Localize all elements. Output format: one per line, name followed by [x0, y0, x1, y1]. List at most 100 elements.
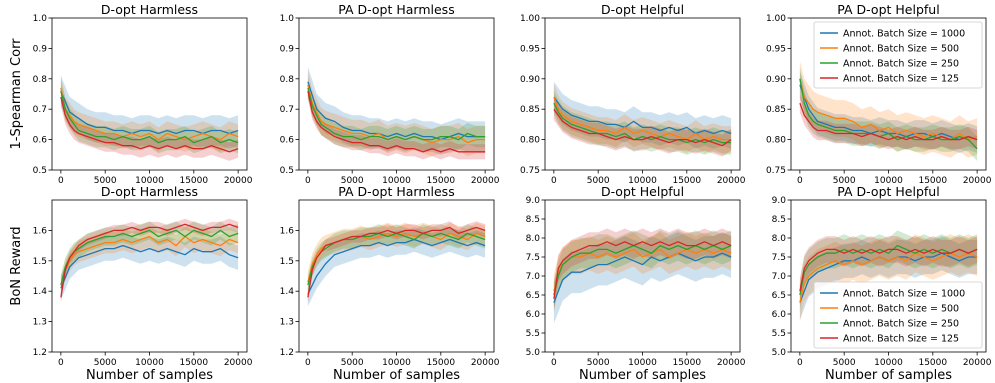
- y-tick-label: 0.90: [766, 75, 786, 85]
- series-band-1: [799, 234, 978, 322]
- series-line-2: [307, 87, 486, 141]
- series-band-0: [799, 71, 978, 153]
- x-tick-label: 0: [551, 176, 557, 186]
- y-tick-label: 0.9: [33, 44, 48, 54]
- panel-title: PA D-opt Harmless: [338, 2, 454, 17]
- series-band-2: [60, 221, 239, 295]
- series-band-1: [60, 75, 239, 152]
- y-tick-label: 6.0: [526, 310, 541, 320]
- panel-0: 0.5 0.6 0.7 0.8 0.9 1.0 0 5000 10000 15000 20000 D-…: [33, 2, 253, 186]
- y-tick-label: 0.85: [766, 105, 786, 115]
- panel-2: 0.75 0.80 0.85 0.90 0.95 1.00 0 5000 10000 15000 2…: [520, 2, 746, 186]
- row-label-bottom: BoN Reward: [9, 226, 24, 305]
- y-tick-label: 1.6: [280, 226, 295, 236]
- legend-box: [813, 281, 983, 349]
- y-tick-label: 1.5: [33, 257, 47, 267]
- series-band-2: [307, 77, 486, 151]
- panels: 0.50.60.70.80.91.00 5000 10000 15000 20000D-…: [33, 2, 992, 383]
- series-band-2: [799, 66, 978, 161]
- series-band-0: [307, 66, 486, 155]
- y-tick-label: 0.5: [33, 166, 47, 176]
- series-band-1: [553, 232, 732, 309]
- y-tick-label: 0.6: [280, 136, 295, 146]
- y-tick-label: 0.7: [280, 105, 294, 115]
- x-tick-label: 15000: [179, 358, 208, 368]
- x-tick-label: 15000: [918, 358, 947, 368]
- series-line-1: [60, 87, 239, 141]
- y-tick-label: 1.2: [33, 348, 47, 358]
- y-tick-label: 1.5: [280, 257, 294, 267]
- series-line-0: [60, 244, 239, 289]
- series-line-3: [307, 226, 486, 298]
- y-tick-label: 0.8: [33, 75, 48, 85]
- series-band-2: [799, 230, 978, 311]
- y-tick-label: 0.8: [280, 75, 295, 85]
- series-band-2: [307, 224, 486, 295]
- series-band-1: [60, 225, 239, 296]
- series-line-0: [307, 81, 486, 141]
- x-tick-label: 15000: [179, 176, 208, 186]
- x-tick-label: 20000: [963, 358, 992, 368]
- series-band-0: [60, 233, 239, 301]
- y-tick-label: 7.5: [772, 253, 786, 263]
- series-line-1: [553, 96, 732, 141]
- panel-title: PA D-opt Helpful: [837, 2, 939, 17]
- x-tick-label: 0: [551, 358, 557, 368]
- x-tick-label: 10000: [874, 176, 903, 186]
- y-tick-label: 0.75: [520, 166, 540, 176]
- x-tick-label: 20000: [717, 358, 746, 368]
- y-tick-label: 8.5: [526, 215, 540, 225]
- series-line-2: [799, 244, 978, 296]
- legend-entry-0: Annot. Batch Size = 1000: [843, 289, 965, 300]
- y-tick-label: 1.3: [280, 318, 294, 328]
- legend-entry-0: Annot. Batch Size = 1000: [843, 29, 965, 40]
- x-tick-label: 10000: [382, 358, 411, 368]
- y-tick-label: 0.80: [766, 136, 786, 146]
- x-axis-label: Number of samples: [86, 368, 213, 383]
- x-tick-label: 20000: [717, 176, 746, 186]
- y-tick-label: 0.95: [520, 44, 540, 54]
- y-tick-label: 0.80: [520, 136, 540, 146]
- x-tick-label: 20000: [963, 176, 992, 186]
- panel-5: 1.2 1.3 1.4 1.5 1.6 0 5000 10000 15000 20000 PA D-…: [280, 184, 500, 383]
- series-band-0: [553, 232, 732, 324]
- x-tick-label: 0: [58, 176, 64, 186]
- x-tick-label: 20000: [471, 176, 500, 186]
- x-axis-label: Number of samples: [333, 368, 460, 383]
- y-tick-label: 6.5: [772, 291, 786, 301]
- series-line-1: [60, 235, 239, 286]
- series-line-3: [60, 96, 239, 153]
- y-tick-label: 0.7: [33, 105, 47, 115]
- series-band-3: [799, 93, 978, 150]
- x-tick-label: 10000: [382, 176, 411, 186]
- series-line-2: [60, 90, 239, 144]
- x-tick-label: 20000: [224, 358, 253, 368]
- legend-entry-1: Annot. Batch Size = 500: [843, 44, 959, 55]
- x-tick-label: 10000: [874, 358, 903, 368]
- x-tick-label: 5000: [587, 176, 610, 186]
- legend-entry-3: Annot. Batch Size = 125: [843, 74, 959, 85]
- y-tick-label: 1.4: [33, 287, 48, 297]
- y-tick-label: 1.0: [280, 14, 295, 24]
- legend-box: [813, 21, 983, 89]
- series-line-3: [799, 248, 978, 292]
- y-tick-label: 0.85: [520, 105, 540, 115]
- x-tick-label: 15000: [672, 176, 701, 186]
- y-tick-label: 1.00: [520, 14, 540, 24]
- x-tick-label: 20000: [471, 358, 500, 368]
- panel-title: D-opt Harmless: [101, 2, 198, 17]
- y-tick-label: 7.5: [526, 253, 540, 263]
- y-tick-label: 7.0: [526, 272, 541, 282]
- y-tick-label: 6.5: [526, 291, 540, 301]
- series-band-0: [553, 81, 732, 149]
- x-tick-label: 0: [797, 176, 803, 186]
- series-band-3: [307, 221, 486, 304]
- panel-4: 1.2 1.3 1.4 1.5 1.6 0 5000 10000 15000 20000 D-opt…: [33, 184, 253, 383]
- y-tick-label: 5.0: [772, 348, 787, 358]
- legend-entry-3: Annot. Batch Size = 125: [843, 334, 959, 345]
- panel-1: 0.5 0.6 0.7 0.8 0.9 1.0 0 5000 10000 15000 20000 PA…: [280, 2, 500, 186]
- series-band-3: [307, 83, 486, 160]
- x-tick-label: 0: [58, 358, 64, 368]
- y-tick-label: 1.3: [33, 318, 47, 328]
